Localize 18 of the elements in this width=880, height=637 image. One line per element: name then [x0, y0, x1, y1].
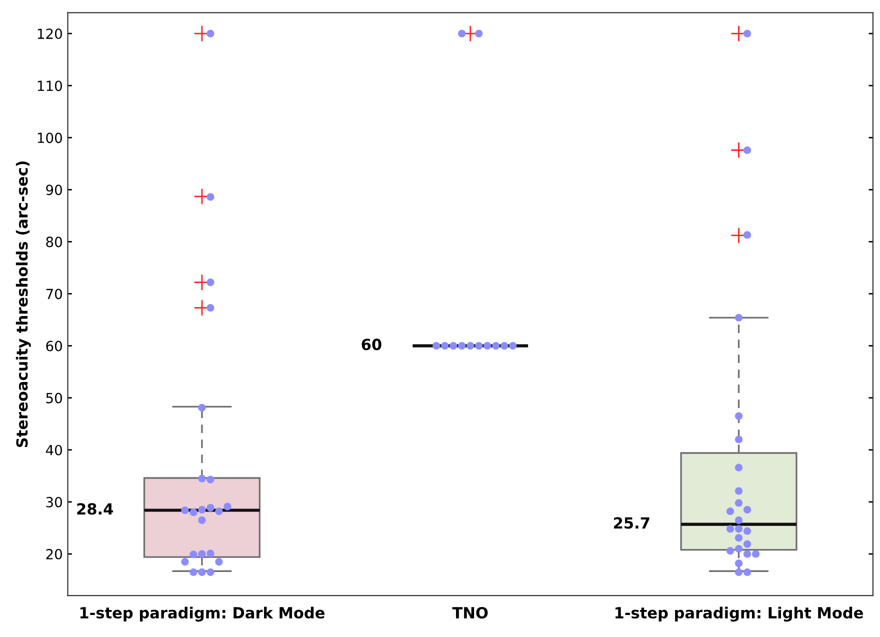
- y-tick-label: 90: [46, 184, 62, 196]
- y-tick-label: 100: [38, 132, 62, 144]
- y-tick-label: 50: [46, 392, 62, 404]
- y-tick-label: 20: [46, 548, 62, 560]
- x-tick-label: TNO: [452, 606, 488, 619]
- annotation: 60: [362, 338, 382, 350]
- y-tick-label: 60: [46, 340, 62, 352]
- y-tick-label: 110: [38, 80, 62, 92]
- x-tick-label: 1-step paradigm: Dark Mode: [80, 606, 324, 622]
- y-tick-label: 40: [46, 444, 62, 456]
- y-axis-title: Stereoacuity thresholds (arc-sec): [16, 161, 31, 448]
- y-tick-label: 80: [46, 236, 62, 248]
- y-tick-label: 120: [38, 28, 62, 40]
- annotation: 25.7: [614, 517, 650, 529]
- x-tick-label: 1-step paradigm: Light Mode: [616, 606, 863, 622]
- y-tick-label: 30: [46, 496, 62, 508]
- annotation: 28.4: [77, 503, 113, 515]
- y-tick-label: 70: [46, 288, 62, 300]
